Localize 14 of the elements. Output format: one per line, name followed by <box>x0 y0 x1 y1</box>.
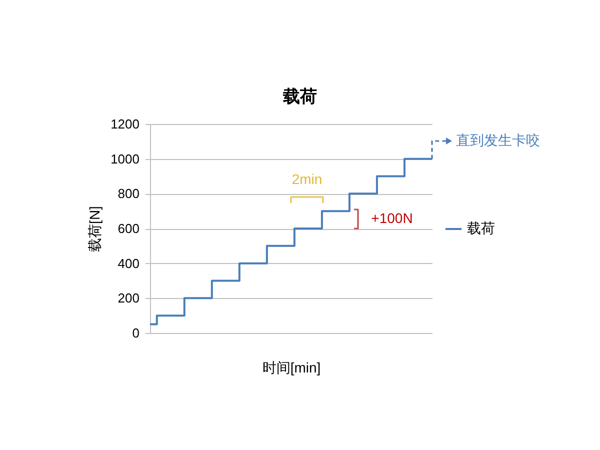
y-tick-label: 200 <box>118 290 140 306</box>
y-tick-label: 1200 <box>110 116 140 132</box>
y-tick-label: 600 <box>118 221 140 236</box>
y-tick-label: 0 <box>132 326 140 340</box>
chart-title: 载荷 <box>282 87 317 106</box>
legend-label: 载荷 <box>467 220 495 236</box>
y-tick-label: 1000 <box>110 151 140 166</box>
annotation: +100N <box>371 210 413 226</box>
text: 直到发生卡咬 <box>456 132 540 148</box>
annotation: 2min <box>292 171 322 187</box>
x-axis-title: 时间[min] <box>262 360 321 376</box>
y-axis-title: 载荷[N] <box>86 206 103 252</box>
y-tick-label: 800 <box>118 186 140 202</box>
y-tick-label: 400 <box>118 256 140 271</box>
